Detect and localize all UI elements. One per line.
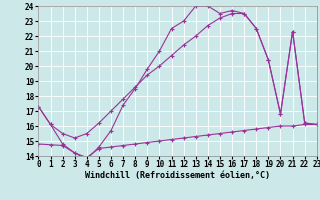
X-axis label: Windchill (Refroidissement éolien,°C): Windchill (Refroidissement éolien,°C) [85, 171, 270, 180]
